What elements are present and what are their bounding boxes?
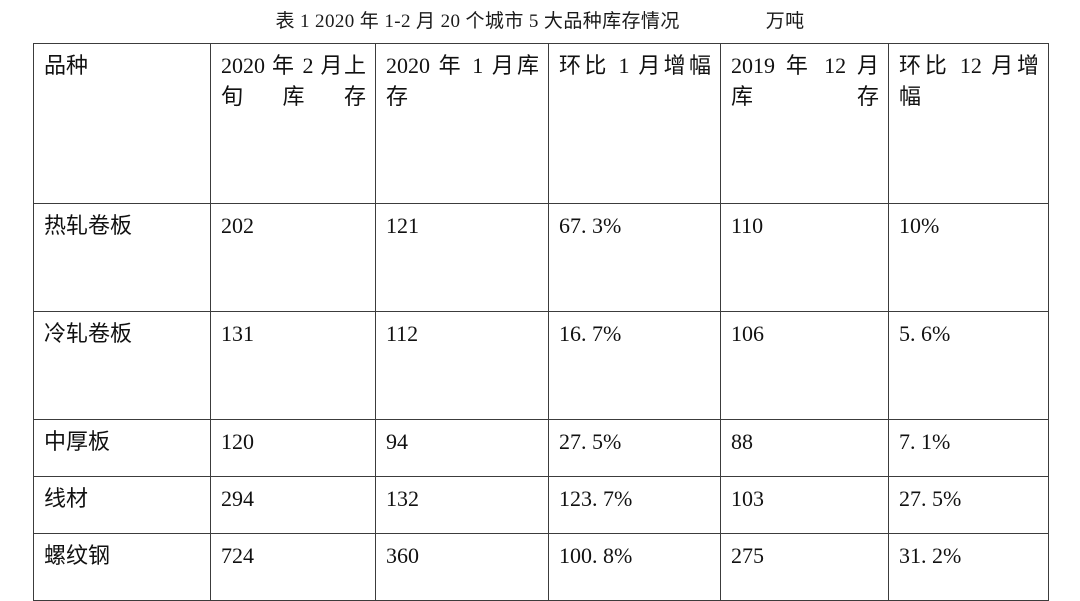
table-caption: 表 1 2020 年 1-2 月 20 个城市 5 大品种库存情况 万吨 <box>0 4 1080 34</box>
cell-feb-2020-early: 120 <box>210 419 376 477</box>
cell-mom-dec: 10% <box>888 203 1049 312</box>
cell-mom-jan: 67. 3% <box>548 203 721 312</box>
cell-dec-2019: 103 <box>720 476 889 534</box>
cell-feb-2020-early: 131 <box>210 311 376 420</box>
column-header-jan-2020-label: 2020 年 1 月库存 <box>386 53 539 110</box>
column-header-feb-2020-early: 2020 年 2 月上旬库存 <box>210 43 376 204</box>
table-row: 冷轧卷板 131 112 16. 7% 106 5. 6% <box>33 311 1049 420</box>
cell-mom-dec: 27. 5% <box>888 476 1049 534</box>
cell-mom-jan: 27. 5% <box>548 419 721 477</box>
cell-mom-jan: 16. 7% <box>548 311 721 420</box>
column-header-dec-2019-label: 2019 年 12 月库存 <box>731 53 879 110</box>
cell-feb-2020-early: 724 <box>210 533 376 601</box>
cell-jan-2020: 121 <box>375 203 549 312</box>
table-row: 线材 294 132 123. 7% 103 27. 5% <box>33 476 1049 534</box>
column-header-mom-dec-label: 环比 12 月增幅 <box>899 53 1039 110</box>
table-header: 品种 2020 年 2 月上旬库存 2020 年 1 月库存 环比 1 月增幅 … <box>33 43 1049 204</box>
cell-mom-dec: 31. 2% <box>888 533 1049 601</box>
cell-mom-jan: 100. 8% <box>548 533 721 601</box>
cell-feb-2020-early: 294 <box>210 476 376 534</box>
table-body: 热轧卷板 202 121 67. 3% 110 10% 冷轧卷板 131 112… <box>33 203 1049 601</box>
cell-jan-2020: 132 <box>375 476 549 534</box>
table-caption-title: 表 1 2020 年 1-2 月 20 个城市 5 大品种库存情况 <box>275 10 680 32</box>
cell-mom-jan: 123. 7% <box>548 476 721 534</box>
column-header-variety: 品种 <box>33 43 211 204</box>
column-header-mom-dec: 环比 12 月增幅 <box>888 43 1049 204</box>
document-page: 表 1 2020 年 1-2 月 20 个城市 5 大品种库存情况 万吨 品种 … <box>0 4 1080 601</box>
header-row: 品种 2020 年 2 月上旬库存 2020 年 1 月库存 环比 1 月增幅 … <box>33 43 1049 204</box>
cell-jan-2020: 94 <box>375 419 549 477</box>
cell-mom-dec: 7. 1% <box>888 419 1049 477</box>
cell-variety: 线材 <box>33 476 211 534</box>
cell-jan-2020: 112 <box>375 311 549 420</box>
cell-dec-2019: 106 <box>720 311 889 420</box>
cell-feb-2020-early: 202 <box>210 203 376 312</box>
cell-dec-2019: 110 <box>720 203 889 312</box>
column-header-mom-jan: 环比 1 月增幅 <box>548 43 721 204</box>
cell-variety: 螺纹钢 <box>33 533 211 601</box>
table-row: 热轧卷板 202 121 67. 3% 110 10% <box>33 203 1049 312</box>
inventory-table: 品种 2020 年 2 月上旬库存 2020 年 1 月库存 环比 1 月增幅 … <box>33 43 1049 601</box>
column-header-jan-2020: 2020 年 1 月库存 <box>375 43 549 204</box>
cell-variety: 冷轧卷板 <box>33 311 211 420</box>
column-header-dec-2019: 2019 年 12 月库存 <box>720 43 889 204</box>
table-caption-unit: 万吨 <box>765 10 805 32</box>
cell-dec-2019: 88 <box>720 419 889 477</box>
column-header-mom-jan-label: 环比 1 月增幅 <box>559 53 711 78</box>
column-header-variety-label: 品种 <box>44 53 89 78</box>
cell-dec-2019: 275 <box>720 533 889 601</box>
column-header-feb-2020-early-label: 2020 年 2 月上旬库存 <box>221 53 366 110</box>
cell-jan-2020: 360 <box>375 533 549 601</box>
table-row: 中厚板 120 94 27. 5% 88 7. 1% <box>33 419 1049 477</box>
inventory-table-container: 品种 2020 年 2 月上旬库存 2020 年 1 月库存 环比 1 月增幅 … <box>33 43 1049 601</box>
cell-variety: 热轧卷板 <box>33 203 211 312</box>
cell-variety: 中厚板 <box>33 419 211 477</box>
table-row: 螺纹钢 724 360 100. 8% 275 31. 2% <box>33 533 1049 601</box>
cell-mom-dec: 5. 6% <box>888 311 1049 420</box>
